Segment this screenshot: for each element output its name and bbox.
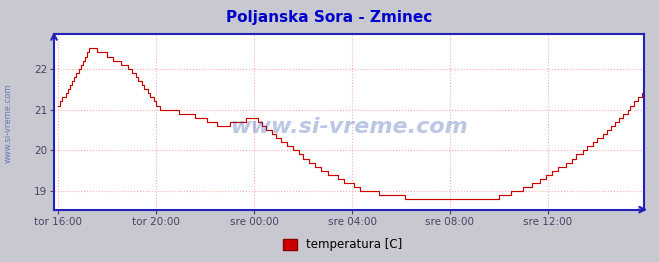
Text: Poljanska Sora - Zminec: Poljanska Sora - Zminec [227, 10, 432, 25]
Legend: temperatura [C]: temperatura [C] [278, 234, 407, 256]
Text: www.si-vreme.com: www.si-vreme.com [230, 117, 468, 137]
Text: www.si-vreme.com: www.si-vreme.com [4, 83, 13, 163]
